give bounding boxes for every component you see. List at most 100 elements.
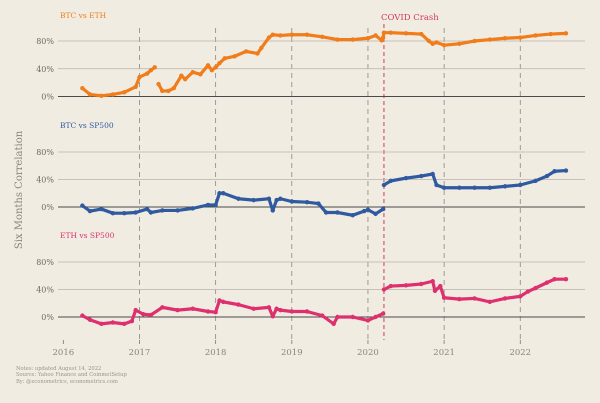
y-axis-label: Six Months Correlation [14,130,25,249]
series-segment [503,294,522,301]
series-segment [472,296,492,304]
series-segment [320,314,336,326]
y-tick-label: 80% [36,37,54,46]
x-tick-label: 2018 [205,348,227,358]
series-segment [149,65,157,72]
series-segment [80,86,92,97]
series-segment [404,282,423,287]
series-segment [404,174,423,180]
series-segment [134,207,149,215]
series-segment [191,203,210,210]
series-segment [488,36,507,42]
series-segment [134,75,142,89]
series-segment [99,320,115,326]
series-segment [457,39,477,46]
y-tick-label: 80% [36,258,54,267]
series-segment [335,210,355,217]
y-tick-label: 80% [36,148,54,157]
panel-title: BTC vs ETH [60,11,107,20]
series-segment [122,210,138,215]
panel-title: BTC vs SP500 [60,121,114,130]
series-segment [290,199,309,204]
series-segment [172,74,183,90]
series-segment [259,35,271,50]
series-segment [88,318,104,326]
series-segment [533,174,549,183]
series-segment [221,191,241,201]
series-segment [252,305,271,311]
series-segment [373,311,385,319]
series-segment [518,33,538,40]
x-tick-label: 2020 [357,348,379,358]
series-segment [305,33,324,39]
y-tick-label: 40% [36,176,54,185]
series-segment [233,49,248,58]
series-segment [111,320,126,326]
series-segment [214,191,222,207]
x-tick-label: 2019 [281,348,303,358]
series-segment [419,172,435,178]
series-segment [351,209,366,217]
series-segment [160,305,180,312]
series-segment [130,308,138,323]
series-segment [552,168,568,173]
y-tick-label: 40% [36,65,54,74]
series-segment [533,281,549,290]
series-segment [438,284,446,300]
y-tick-label: 0% [41,313,54,322]
series-segment [198,63,210,76]
series-segment [457,296,477,301]
series-segment [175,307,195,312]
series-segment [503,183,522,188]
series-segment [305,200,321,206]
x-tick-label: 2017 [129,348,151,358]
series-segment [503,35,522,40]
series-segment [419,32,431,43]
series-segment [404,31,423,36]
x-tick-label: 2016 [53,348,75,358]
series-segment [236,197,256,202]
series-segment [351,315,370,323]
series-segment [236,303,256,311]
series-segment [252,197,271,202]
note-line: By: @econometrics, econometrics.com [16,378,118,385]
series-segment [99,92,115,98]
series-segment [488,296,507,304]
panel-title: ETH vs SP500 [60,231,115,240]
y-tick-label: 0% [41,93,54,102]
series-segment [431,172,439,187]
covid-crash-label: COVID Crash [381,13,439,23]
series-segment [419,279,435,286]
series-segment [305,309,324,318]
y-tick-label: 40% [36,286,54,295]
series-segment [223,54,237,60]
series-segment [442,42,461,47]
series-segment [149,208,164,215]
series-segment [214,298,222,314]
series-segment [320,35,340,42]
note-line: Source: Yahoo Finance and CoinmetSetup [16,372,127,379]
chart-notes: Notes: updated August 14, 2022 Source: Y… [16,366,127,385]
series-segment [111,90,126,97]
series-segment [271,198,279,213]
series-segment [183,70,195,81]
note-line: Notes: updated August 14, 2022 [16,366,102,372]
series-segment [389,31,408,35]
x-tick-label: 2021 [433,348,455,358]
series-segment [175,206,195,213]
series-segment [278,197,294,204]
series-segment [88,207,104,213]
series-segment [389,176,408,183]
series-segment [316,201,328,215]
x-tick-label: 2022 [509,348,531,358]
series-segment [122,85,138,94]
series-segment [442,296,461,301]
series-segment [373,207,385,216]
series-segment [488,184,507,190]
series-segment [88,92,104,98]
series-segment [518,179,538,187]
series-segment [389,283,408,288]
series-segment [191,307,210,314]
series-segment [549,31,568,36]
series-segment [278,33,294,38]
